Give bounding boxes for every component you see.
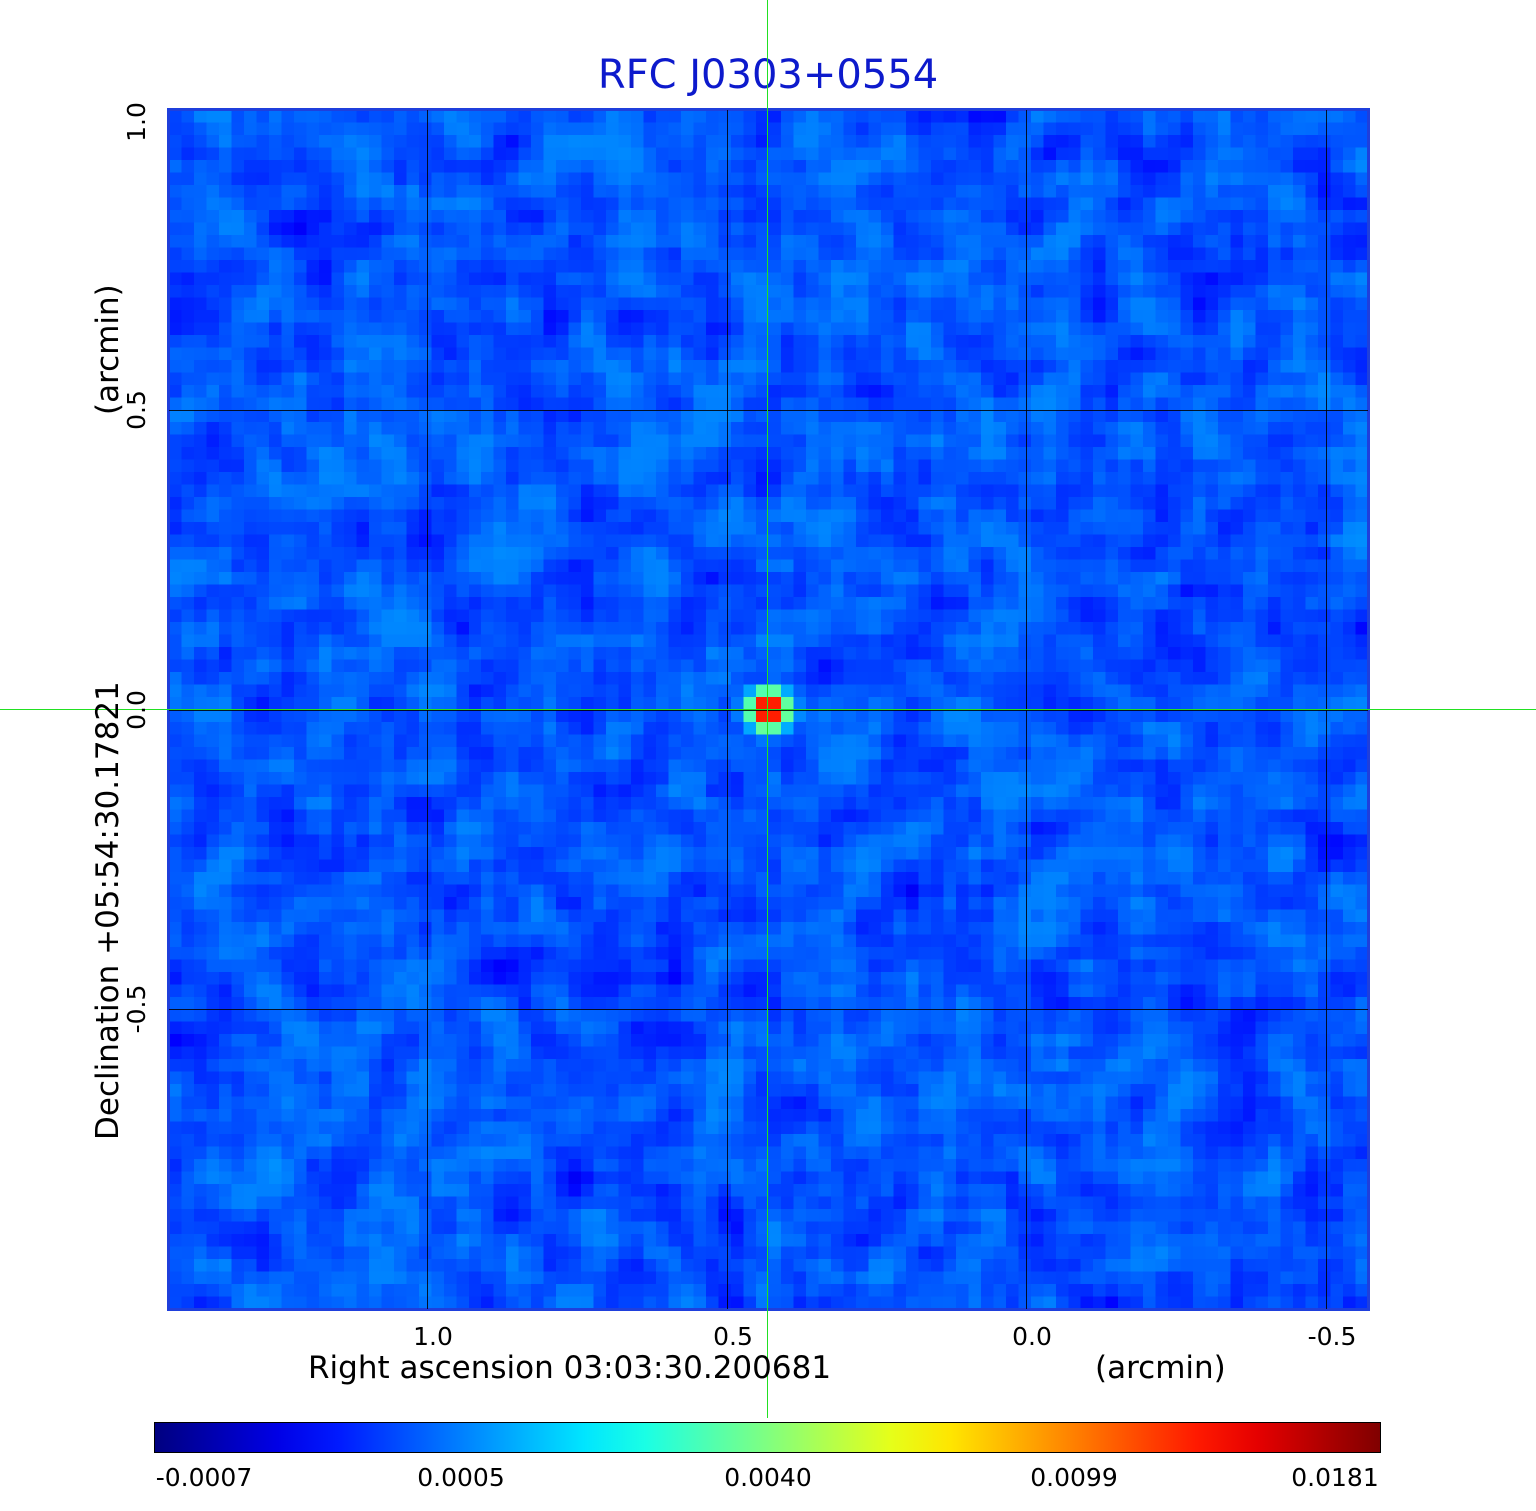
- grid-line-horizontal: [169, 410, 1368, 411]
- chart-title: RFC J0303+0554: [597, 52, 939, 98]
- x-axis-unit: (arcmin): [1095, 1350, 1226, 1386]
- y-tick-label: 1.0: [122, 102, 151, 142]
- grid-line-horizontal: [169, 710, 1368, 711]
- colorbar: [154, 1422, 1381, 1453]
- colorbar-tick-label: 0.0181: [1291, 1463, 1379, 1492]
- crosshair-horizontal: [0, 709, 1536, 710]
- y-tick-label: 0.0: [122, 690, 151, 730]
- y-axis-unit: (arcmin): [90, 284, 126, 415]
- x-tick-label: 0.5: [713, 1322, 753, 1351]
- colorbar-tick-label: 0.0040: [724, 1463, 812, 1492]
- x-tick-label: -0.5: [1307, 1322, 1357, 1351]
- y-tick-label: -0.5: [122, 984, 151, 1034]
- colorbar-tick-label: 0.0099: [1030, 1463, 1118, 1492]
- colorbar-tick-label: 0.0005: [417, 1463, 505, 1492]
- y-tick-label: 0.5: [122, 390, 151, 430]
- x-axis-label: Right ascension 03:03:30.200681: [308, 1350, 832, 1386]
- colorbar-tick-label: -0.0007: [155, 1463, 253, 1492]
- y-axis-label: Declination +05:54:30.17821: [90, 681, 126, 1140]
- grid-line-horizontal: [169, 1009, 1368, 1010]
- x-tick-label: 0.0: [1012, 1322, 1052, 1351]
- x-tick-label: 1.0: [413, 1322, 453, 1351]
